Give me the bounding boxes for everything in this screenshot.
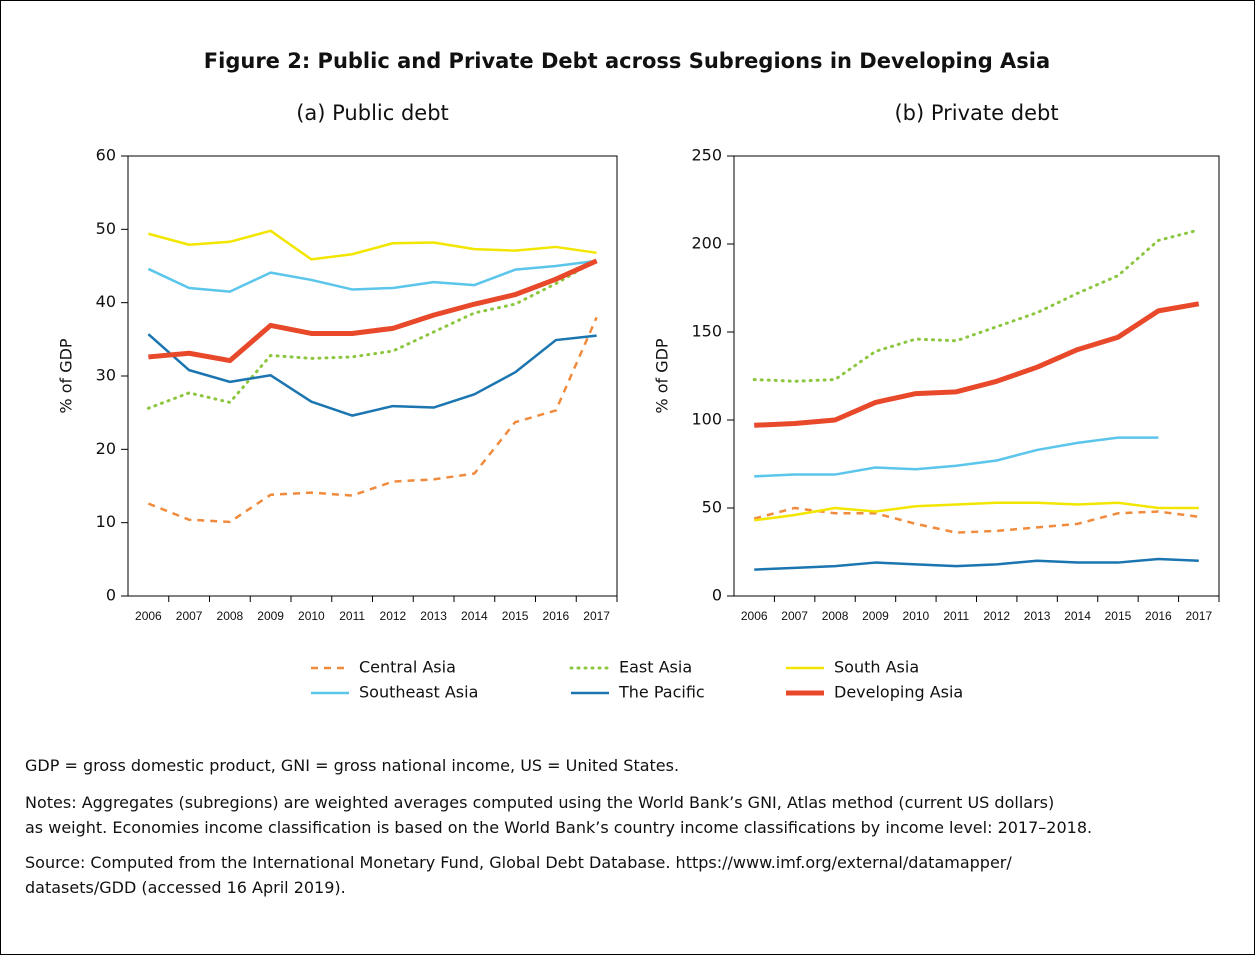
y-tick-label: 0 <box>712 586 722 605</box>
legend-label: The Pacific <box>618 683 705 702</box>
series-line: Southeast Asia <box>754 436 1159 478</box>
x-tick-label: 2017 <box>1185 609 1212 623</box>
x-tick-label: 2006 <box>135 609 162 623</box>
x-tick-label: 2016 <box>1145 609 1172 623</box>
series-line: Southeast Asia <box>147 259 597 293</box>
y-tick-label: 40 <box>96 292 116 311</box>
legend-label: East Asia <box>619 658 692 677</box>
x-tick-label: 2009 <box>862 609 889 623</box>
legend-label: Central Asia <box>359 658 456 677</box>
series-line: Central Asia <box>147 316 598 524</box>
figure-title: Figure 2: Public and Private Debt across… <box>204 49 1050 73</box>
x-tick-label: 2013 <box>1024 609 1051 623</box>
x-tick-label: 2014 <box>1064 609 1091 623</box>
x-tick-label: 2016 <box>543 609 570 623</box>
x-tick-label: 2006 <box>741 609 768 623</box>
series-line: Central Asia <box>753 506 1199 534</box>
y-axis-label: % of GDP <box>653 338 672 414</box>
y-axis-label: % of GDP <box>57 338 76 414</box>
x-tick-label: 2007 <box>781 609 808 623</box>
series-line: The Pacific <box>754 557 1199 571</box>
y-tick-label: 100 <box>691 410 722 429</box>
x-tick-label: 2012 <box>380 609 407 623</box>
source-line: datasets/GDD (accessed 16 April 2019). <box>25 878 346 897</box>
y-tick-label: 50 <box>702 498 722 517</box>
abbreviations: GDP = gross domestic product, GNI = gros… <box>25 756 680 775</box>
series-line: The Pacific <box>147 333 597 417</box>
y-tick-label: 50 <box>96 219 116 238</box>
y-tick-label: 30 <box>96 366 116 385</box>
legend-label: Southeast Asia <box>359 683 478 702</box>
legend-label: Developing Asia <box>834 683 963 702</box>
subplot-title: (b) Private debt <box>894 101 1058 125</box>
y-tick-label: 0 <box>106 586 116 605</box>
series-line: East Asia <box>752 228 1201 383</box>
subplot-title: (a) Public debt <box>296 101 449 125</box>
x-tick-label: 2014 <box>461 609 488 623</box>
x-tick-label: 2017 <box>583 609 610 623</box>
x-tick-label: 2011 <box>943 609 969 623</box>
y-tick-label: 20 <box>96 439 116 458</box>
x-tick-label: 2008 <box>822 609 849 623</box>
series-line: South Asia <box>754 501 1199 522</box>
series-line: South Asia <box>148 229 597 261</box>
plot-frame <box>733 155 1220 597</box>
y-tick-label: 10 <box>96 512 116 531</box>
series-line: East Asia <box>146 258 599 410</box>
y-tick-label: 60 <box>96 146 116 165</box>
legend-label: South Asia <box>834 658 919 677</box>
x-tick-label: 2009 <box>257 609 284 623</box>
series-line: Developing Asia <box>754 301 1200 428</box>
y-tick-label: 250 <box>691 146 722 165</box>
y-tick-label: 150 <box>691 322 722 341</box>
x-tick-label: 2010 <box>298 609 325 623</box>
x-tick-label: 2008 <box>217 609 244 623</box>
x-tick-label: 2010 <box>903 609 930 623</box>
x-tick-label: 2011 <box>339 609 365 623</box>
y-tick-label: 200 <box>691 234 722 253</box>
notes-line: as weight. Economies income classificati… <box>25 818 1093 837</box>
series-line: Developing Asia <box>148 258 598 364</box>
x-tick-label: 2007 <box>176 609 203 623</box>
x-tick-label: 2013 <box>420 609 447 623</box>
source-line: Source: Computed from the International … <box>25 853 1012 872</box>
notes-line: Notes: Aggregates (subregions) are weigh… <box>25 793 1055 812</box>
x-tick-label: 2012 <box>983 609 1010 623</box>
plot-frame <box>127 155 618 597</box>
x-tick-label: 2015 <box>1105 609 1132 623</box>
x-tick-label: 2015 <box>502 609 529 623</box>
